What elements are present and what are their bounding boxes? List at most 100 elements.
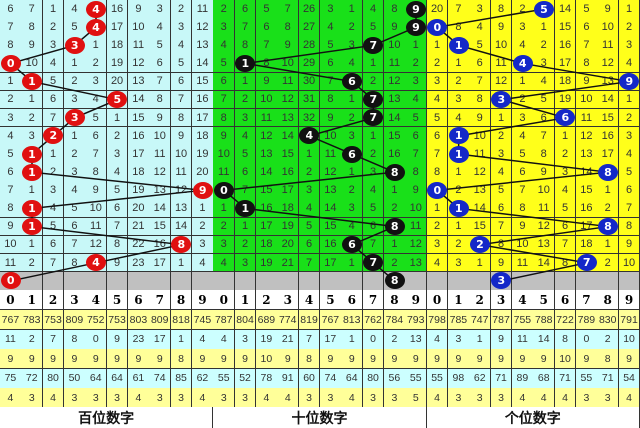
stat-cell: 10 (554, 349, 577, 369)
cell: 5 (64, 18, 86, 37)
cell: 6 (255, 18, 278, 37)
cell: 1 (383, 181, 406, 200)
cell: 5 (42, 217, 65, 237)
cell: 4 (149, 18, 172, 37)
cell: 7 (533, 126, 556, 146)
stat-cell: 767 (0, 310, 22, 330)
cell: 2 (618, 18, 640, 37)
cell: 1 (106, 108, 129, 128)
cell: 3 (618, 126, 640, 146)
cell: 4 (213, 36, 236, 55)
cell: 14 (128, 90, 150, 110)
cell: 14 (149, 199, 172, 218)
stat-cell: 8 (298, 349, 321, 369)
digit-header: 0 (213, 290, 236, 310)
cell: 2 (42, 18, 65, 37)
cell: 9 (106, 253, 129, 273)
stat-cell: 9 (383, 349, 406, 369)
cell: 2 (42, 163, 65, 182)
stat-cell: 50 (64, 368, 86, 389)
cell: 20 (277, 235, 300, 255)
cell: 2 (405, 54, 428, 73)
cell: 2 (533, 36, 556, 55)
cell: 11 (170, 163, 193, 182)
cell: 4 (170, 36, 193, 55)
cell: 12 (405, 235, 428, 255)
cell: 12 (277, 90, 300, 110)
cell: 9 (149, 108, 172, 128)
cell: 10 (533, 181, 556, 200)
cell: 2 (85, 54, 108, 73)
cell: 1 (618, 0, 640, 19)
stat-cell: 8 (597, 349, 620, 369)
ball-0: 0 (427, 18, 448, 36)
cell: 8 (554, 253, 577, 273)
cell: 3 (85, 72, 108, 92)
cell: 7 (234, 181, 257, 200)
cell: 4 (42, 199, 65, 218)
cell (426, 271, 449, 291)
cell: 6 (64, 217, 86, 237)
digit-header: 3 (64, 290, 86, 310)
cell: 2 (21, 108, 44, 128)
stat-cell: 784 (383, 310, 406, 330)
cell: 16 (575, 199, 598, 218)
cell: 1 (42, 0, 65, 19)
cell (255, 271, 278, 291)
cell: 2 (554, 145, 577, 164)
cell: 9 (277, 36, 300, 55)
cell (277, 271, 300, 291)
cell: 5 (170, 54, 193, 73)
cell: 16 (128, 126, 150, 146)
ball-5: 5 (533, 0, 554, 18)
cell: 18 (575, 235, 598, 255)
cell: 3 (405, 72, 428, 92)
stat-cell: 787 (490, 310, 513, 330)
cell: 3 (64, 163, 86, 182)
cell: 1 (234, 72, 257, 92)
cell: 2 (234, 90, 257, 110)
stat-cell: 813 (341, 310, 364, 330)
stat-cell: 3 (85, 388, 108, 408)
cell: 27 (298, 18, 321, 37)
cell: 18 (554, 72, 577, 92)
cell: 2 (511, 90, 534, 110)
cell: 5 (426, 108, 449, 128)
cell: 16 (255, 199, 278, 218)
cell (362, 271, 385, 291)
stat-cell: 11 (511, 329, 534, 350)
stat-cell: 80 (42, 368, 65, 389)
stat-cell: 9 (533, 349, 556, 369)
cell: 8 (170, 108, 193, 128)
ball-1: 1 (22, 73, 42, 91)
stat-cell: 1 (341, 329, 364, 350)
digit-header: 1 (234, 290, 257, 310)
digit-header: 7 (575, 290, 598, 310)
cell: 7 (21, 0, 44, 19)
cell: 3 (426, 235, 449, 255)
cell: 2 (213, 0, 236, 19)
cell: 2 (21, 253, 44, 273)
cell: 11 (597, 36, 620, 55)
cell: 1 (341, 163, 364, 182)
cell: 6 (511, 163, 534, 182)
cell: 9 (383, 18, 406, 37)
cell: 7 (106, 217, 129, 237)
stat-cell: 3 (447, 388, 470, 408)
cell: 5 (42, 72, 65, 92)
stat-cell: 4 (192, 329, 214, 350)
cell: 8 (618, 217, 640, 237)
ball-0: 0 (213, 181, 234, 199)
cell: 11 (533, 199, 556, 218)
cell: 2 (213, 217, 236, 237)
cell: 11 (575, 108, 598, 128)
cell: 4 (42, 54, 65, 73)
cell: 6 (575, 18, 598, 37)
digit-header: 5 (533, 290, 556, 310)
cell: 1 (554, 126, 577, 146)
stat-cell: 62 (192, 368, 214, 389)
cell: 15 (554, 18, 577, 37)
stat-cell: 9 (277, 349, 300, 369)
cell: 15 (255, 181, 278, 200)
